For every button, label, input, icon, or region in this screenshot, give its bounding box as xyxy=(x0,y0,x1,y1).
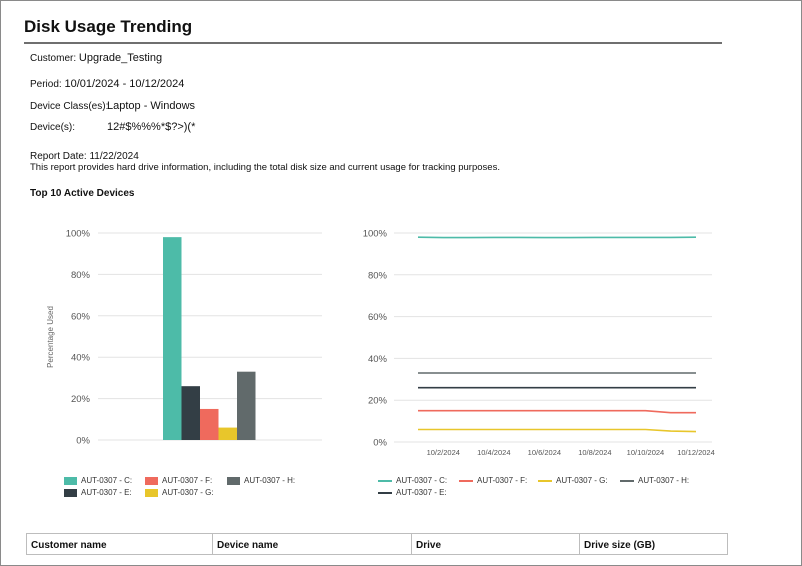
customer-label: Customer: xyxy=(30,53,77,64)
report-date: Report Date: 11/22/2024 xyxy=(30,151,139,162)
bar xyxy=(200,408,219,440)
period-value: 10/01/2024 - 10/12/2024 xyxy=(64,78,185,90)
bar-y-tick-label: 20% xyxy=(71,394,91,405)
device-class-value: Laptop - Windows xyxy=(107,100,196,112)
legend-swatch xyxy=(145,488,158,497)
report-description: This report provides hard drive informat… xyxy=(30,162,500,173)
line-legend-item-c: AUT-0307 - C: xyxy=(378,476,447,485)
bar-y-tick-label: 100% xyxy=(66,229,91,240)
legend-swatch xyxy=(64,476,77,485)
bar-legend-item-h: AUT-0307 - H: xyxy=(227,476,295,485)
line-x-tick-label: 10/10/2024 xyxy=(627,448,665,457)
period-row: Period: 10/01/2024 - 10/12/2024 xyxy=(30,78,184,90)
bar-legend-item-g: AUT-0307 - G: xyxy=(145,488,214,497)
line-legend-item-e: AUT-0307 - E: xyxy=(378,488,447,497)
line-y-tick-label: 80% xyxy=(368,270,388,281)
customer-row: Customer: Upgrade_Testing xyxy=(30,52,162,64)
line-legend-item-h: AUT-0307 - H: xyxy=(620,476,689,485)
bar-y-tick-label: 40% xyxy=(71,353,91,364)
bar-legend-item-c: AUT-0307 - C: xyxy=(64,476,132,485)
column-header-drive-size[interactable]: Drive size (GB) xyxy=(584,540,656,551)
line-legend-item-f: AUT-0307 - F: xyxy=(459,476,527,485)
bar-y-tick-label: 80% xyxy=(71,270,91,281)
legend-swatch xyxy=(378,479,392,482)
devices-table-header: Customer name Device name Drive Drive si… xyxy=(26,533,728,555)
line-series xyxy=(417,236,697,433)
line-x-tick-label: 10/6/2024 xyxy=(528,448,561,457)
legend-swatch xyxy=(538,479,552,482)
line-legend-item-g: AUT-0307 - G: xyxy=(538,476,608,485)
report-title: Disk Usage Trending xyxy=(24,17,193,36)
line-y-tick-label: 20% xyxy=(368,396,388,407)
bar-chart: 0% 20% 40% 60% 80% 100% Percentage Used xyxy=(46,229,322,447)
series-line xyxy=(418,428,697,433)
bar-legend: AUT-0307 - C: AUT-0307 - F: AUT-0307 - H… xyxy=(64,476,344,502)
line-chart: 0%20%40%60%80%100% 10/2/2024 10/4/2024 10/… xyxy=(363,229,715,458)
section-title: Top 10 Active Devices xyxy=(30,188,135,199)
line-x-tick-label: 10/8/2024 xyxy=(578,448,611,457)
bar xyxy=(237,371,256,440)
bar-series xyxy=(163,237,256,440)
bar-y-tick-labels: 0% 20% 40% 60% 80% 100% xyxy=(66,229,91,447)
bar-y-tick-label: 60% xyxy=(71,311,91,322)
bar-y-axis-label: Percentage Used xyxy=(46,306,55,368)
line-y-tick-label: 100% xyxy=(363,229,388,240)
line-x-tick-label: 10/4/2024 xyxy=(477,448,510,457)
period-label: Period: xyxy=(30,79,62,90)
column-header-customer-name[interactable]: Customer name xyxy=(27,534,213,554)
bar-legend-item-e: AUT-0307 - E: xyxy=(64,488,132,497)
devices-value: 12#$%%%*$?>)(* xyxy=(107,121,196,133)
legend-swatch xyxy=(378,491,392,494)
line-x-tick-label: 10/12/2024 xyxy=(677,448,715,457)
column-header-drive[interactable]: Drive xyxy=(412,534,580,554)
legend-swatch xyxy=(620,479,634,482)
line-y-tick-label: 40% xyxy=(368,354,388,365)
bar xyxy=(181,386,200,440)
legend-swatch xyxy=(459,479,473,482)
legend-swatch xyxy=(227,476,240,485)
legend-swatch xyxy=(145,476,158,485)
line-y-tick-labels: 0% 20% 40% 60% 80% 100% xyxy=(363,229,388,449)
device-class-label: Device Class(es): xyxy=(30,101,109,112)
line-legend: AUT-0307 - C: AUT-0307 - F: AUT-0307 - G… xyxy=(378,476,738,502)
series-line xyxy=(418,409,696,414)
column-header-device-name[interactable]: Device name xyxy=(213,534,412,554)
line-x-tick-label: 10/2/2024 xyxy=(427,448,460,457)
line-x-tick-labels: 10/2/2024 10/4/2024 10/6/2024 10/8/2024 10/1… xyxy=(427,448,715,457)
bar-legend-item-f: AUT-0307 - F: xyxy=(145,476,212,485)
bar-gridlines xyxy=(98,232,322,441)
line-y-tick-label: 0% xyxy=(373,438,387,449)
title-divider xyxy=(24,42,722,44)
bar xyxy=(163,237,182,440)
legend-swatch xyxy=(64,488,77,497)
customer-value: Upgrade_Testing xyxy=(78,52,163,64)
line-gridlines xyxy=(394,232,712,443)
line-y-tick-label: 60% xyxy=(368,312,388,323)
bar-y-tick-label: 0% xyxy=(76,436,90,447)
bar xyxy=(218,427,237,440)
devices-label: Device(s): xyxy=(30,122,76,133)
